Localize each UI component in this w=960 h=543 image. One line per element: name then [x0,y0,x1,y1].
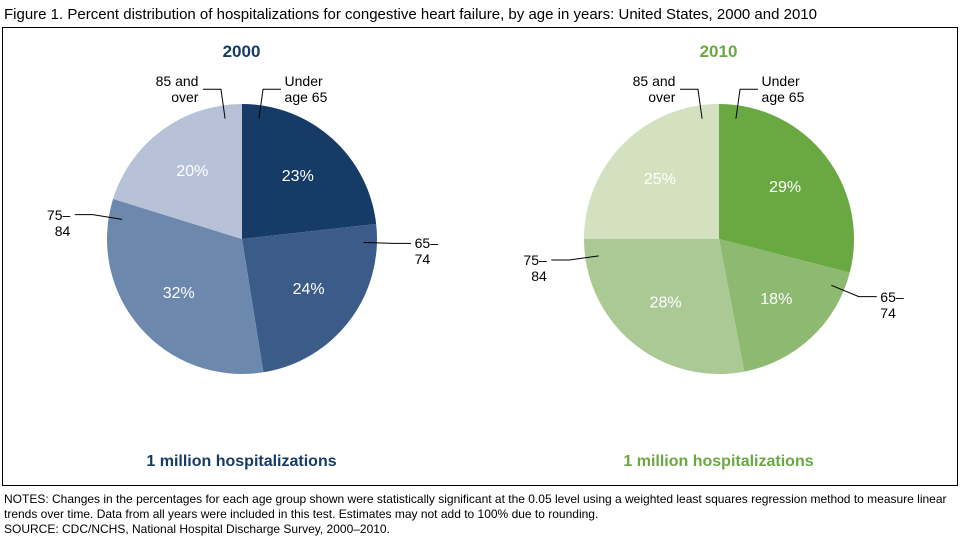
notes-line: NOTES: Changes in the percentages for ea… [4,492,956,522]
pie-2010: Underage 6565–7475–8485 andover29%18%28%… [578,98,860,380]
pie-ext-label: 85 andover [633,73,676,105]
panels-row: 2000 Underage 6565–7475–8485 andover23%2… [3,28,957,485]
pie-ext-label: 75–84 [47,207,70,239]
pie-chart: 23% 24% 32% 20% [101,98,383,380]
year-label-2000: 2000 [223,42,261,62]
notes-line: SOURCE: CDC/NCHS, National Hospital Disc… [4,522,956,537]
pie-ext-label: 75–84 [523,252,546,284]
pie-2000: Underage 6565–7475–8485 andover23%24%32%… [101,98,383,380]
figure-title: Figure 1. Percent distribution of hospit… [0,0,960,27]
pie-chart: 29% 18% 28% 25% [578,98,860,380]
pie-pct-label: 23% [281,168,313,185]
pie-pct-label: 32% [162,285,194,302]
pie-pct-label: 28% [649,295,681,312]
pie-ext-label: 65–74 [415,235,438,267]
pie-ext-label: Underage 65 [285,73,328,105]
pie-pct-label: 20% [176,163,208,180]
panel-2000: 2000 Underage 6565–7475–8485 andover23%2… [3,28,480,485]
pie-slice [242,224,377,372]
pie-ext-label: 65–74 [880,289,903,321]
chart-panel-border: 2000 Underage 6565–7475–8485 andover23%2… [2,27,958,486]
sub-caption-2000: 1 million hospitalizations [146,453,336,471]
pie-pct-label: 25% [643,171,675,188]
pie-ext-label: 85 andover [156,73,199,105]
pie-pct-label: 24% [292,281,324,298]
pie-ext-label: Underage 65 [762,73,805,105]
pie-pct-label: 29% [769,179,801,196]
pie-pct-label: 18% [760,291,792,308]
figure: Figure 1. Percent distribution of hospit… [0,0,960,543]
sub-caption-2010: 1 million hospitalizations [623,453,813,471]
year-label-2010: 2010 [700,42,738,62]
panel-2010: 2010 Underage 65 65–74 75–84 85 andover 29% 1… [480,28,957,485]
figure-notes: NOTES: Changes in the percentages for ea… [0,492,960,543]
